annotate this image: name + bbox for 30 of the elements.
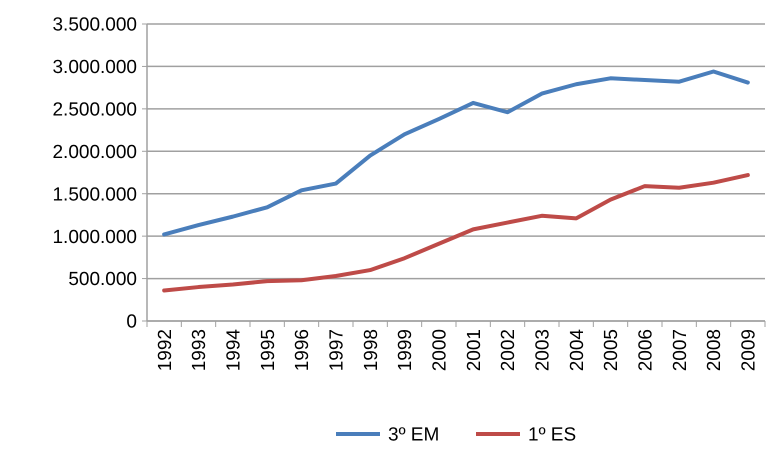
y-tick-label: 3.000.000 (52, 57, 137, 78)
x-tick-label: 1993 (189, 329, 210, 372)
y-tick-label: 500.000 (68, 269, 137, 290)
y-tick-label: 1.000.000 (52, 226, 137, 248)
y-tick-label: 1.500.000 (52, 184, 137, 206)
line-series (162, 70, 750, 236)
y-tick-label: 0 (126, 312, 137, 333)
legend-label: 3º EM (388, 424, 440, 446)
x-tick-label: 1996 (292, 329, 314, 372)
x-tick-label: 1994 (223, 328, 244, 372)
x-tick-label: 2000 (429, 329, 450, 372)
y-tick-label: 3.500.000 (52, 14, 137, 36)
y-tick-label: 2.000.000 (52, 142, 137, 163)
line-series (162, 173, 750, 292)
x-tick-label: 1992 (154, 329, 176, 372)
x-tick-label: 2008 (704, 329, 726, 372)
y-tick-label: 2.500.000 (52, 100, 137, 121)
x-tick-label: 2004 (566, 328, 588, 372)
x-tick-label: 2002 (498, 329, 520, 372)
x-tick-label: 2005 (601, 329, 622, 372)
x-tick-label: 2007 (670, 329, 691, 372)
x-tick-label: 2009 (738, 329, 760, 372)
x-tick-label: 2001 (464, 329, 485, 372)
x-tick-label: 1997 (326, 329, 348, 372)
x-tick-label: 2006 (635, 329, 656, 372)
x-tick-label: 1998 (360, 329, 382, 372)
x-tick-label: 1995 (258, 329, 279, 372)
x-tick-label: 2003 (532, 329, 554, 372)
x-tick-label: 1999 (395, 329, 416, 372)
legend-label: 1º ES (528, 424, 576, 446)
